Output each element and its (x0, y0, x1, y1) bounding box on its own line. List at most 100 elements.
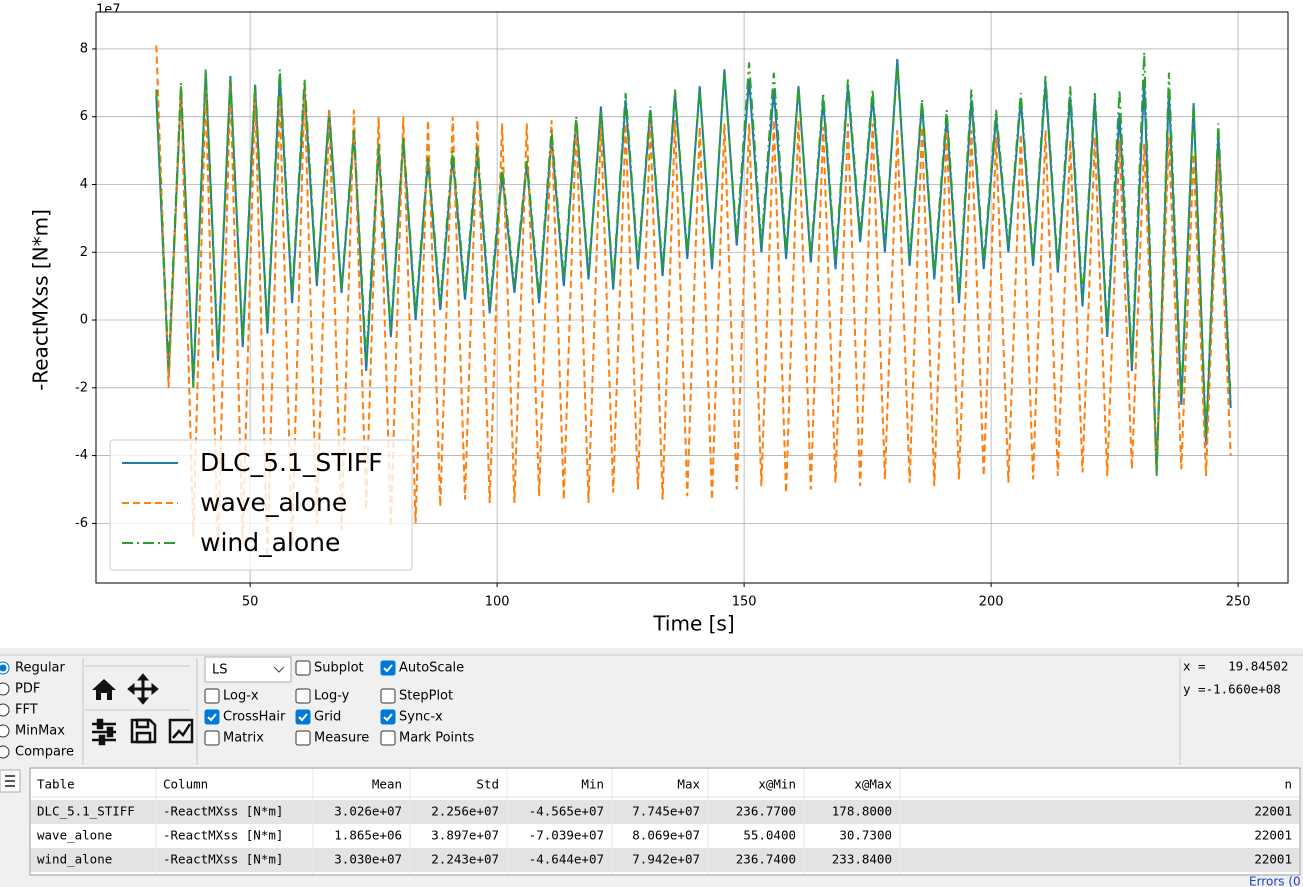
checkmark (383, 664, 393, 673)
x-tick-label: 50 (242, 595, 259, 610)
column-header: Max (677, 777, 700, 792)
checkbox-option[interactable]: StepPlot (380, 688, 453, 704)
home-button[interactable] (92, 679, 116, 700)
table-cell: 236.7700 (736, 804, 796, 819)
table-cell: -4.644e+07 (529, 852, 604, 867)
checkbox (295, 709, 311, 725)
checkbox-label: Grid (314, 710, 341, 725)
menu-button[interactable] (0, 769, 21, 793)
x-tick-label: 150 (732, 595, 757, 610)
legend-box (109, 439, 413, 571)
radio-label: PDF (15, 682, 40, 697)
checkbox (380, 688, 396, 704)
column-header: Column (163, 777, 208, 792)
table-cell: 178.8000 (832, 804, 892, 819)
x-tick-label: 100 (485, 595, 510, 610)
table-cell: -ReactMXss [N*m] (163, 852, 283, 867)
checkbox-option[interactable]: Mark Points (380, 730, 474, 746)
checkbox-option[interactable]: Log-y (295, 688, 350, 704)
checkbox-option[interactable]: Log-x (204, 688, 259, 704)
y-tick-label: 4 (80, 177, 88, 192)
column-header: x@Max (854, 777, 892, 792)
dropdown[interactable]: LS (204, 656, 292, 683)
legend-label: wave_alone (200, 488, 347, 517)
radio-label: Regular (15, 661, 66, 676)
chart-button[interactable] (168, 718, 194, 744)
y-tick-label: -6 (75, 516, 88, 531)
checkbox-label: AutoScale (399, 661, 464, 676)
table-cell: -ReactMXss [N*m] (163, 828, 283, 843)
y-tick-label: -4 (75, 448, 88, 463)
table-cell: 22001 (1254, 828, 1292, 843)
radio (0, 703, 10, 717)
column-header: x@Min (758, 777, 796, 792)
y-axis-label: -ReactMXss [N*m] (29, 209, 53, 391)
table-cell: 55.0400 (743, 828, 796, 843)
table-cell: 3.026e+07 (334, 804, 402, 819)
x-tick-label: 250 (1226, 595, 1251, 610)
radio-option[interactable]: PDF (0, 682, 40, 697)
checkbox-option[interactable]: Matrix (204, 730, 264, 746)
table-cell: 2.256e+07 (431, 804, 499, 819)
table-cell: wave_alone (37, 828, 112, 843)
legend-label: DLC_5.1_STIFF (200, 448, 383, 477)
checkbox (204, 709, 220, 725)
checkbox (295, 688, 311, 704)
table-cell: wind_alone (37, 852, 112, 867)
checkbox (295, 730, 311, 746)
checkbox-label: Measure (314, 731, 369, 746)
radio-option[interactable]: Compare (0, 745, 74, 760)
radio-dot (0, 664, 7, 672)
radio-option[interactable]: MinMax (0, 724, 65, 739)
checkmark (298, 713, 308, 722)
checkbox-option[interactable]: Grid (295, 709, 341, 725)
checkbox-label: CrossHair (223, 710, 286, 725)
radio-option[interactable]: Regular (0, 661, 66, 676)
table-cell: 3.030e+07 (334, 852, 402, 867)
x-axis-label: Time [s] (652, 612, 734, 636)
checkbox-option[interactable]: Subplot (295, 660, 364, 676)
row-highlight (31, 848, 1299, 872)
series-line (155, 45, 1232, 558)
checkbox-option[interactable]: AutoScale (380, 660, 464, 676)
status-text[interactable]: Errors (0 (1249, 875, 1301, 887)
table-cell: 8.069e+07 (632, 828, 700, 843)
table-cell: -4.565e+07 (529, 804, 604, 819)
checkbox-option[interactable]: Sync-x (380, 709, 443, 725)
axes-frame (95, 11, 1289, 584)
table-cell: 22001 (1254, 852, 1292, 867)
x-tick-label: 200 (979, 595, 1004, 610)
pan-button[interactable] (127, 673, 159, 705)
dropdown-value: LS (212, 663, 228, 678)
checkbox (380, 709, 396, 725)
cursor-x: x = 19.84502 (1183, 659, 1288, 674)
settings-button[interactable] (92, 718, 116, 746)
column-header: Min (581, 777, 604, 792)
checkbox (204, 730, 220, 746)
table-cell: 7.942e+07 (632, 852, 700, 867)
checkbox-label: Matrix (223, 731, 264, 746)
table-cell: 30.7300 (839, 828, 892, 843)
legend-label: wind_alone (200, 528, 340, 557)
table-cell: 233.8400 (832, 852, 892, 867)
save-button[interactable] (130, 718, 157, 744)
table-cell: 3.897e+07 (431, 828, 499, 843)
table-cell: 22001 (1254, 804, 1292, 819)
checkbox-label: Subplot (314, 661, 364, 676)
checkbox-label: Log-x (223, 689, 259, 704)
checkbox (204, 688, 220, 704)
y-tick-label: 0 (80, 313, 88, 328)
radio (0, 724, 10, 738)
checkbox-label: Sync-x (399, 710, 443, 725)
table-cell: -ReactMXss [N*m] (163, 804, 283, 819)
column-header: Std (476, 777, 499, 792)
checkmark (383, 713, 393, 722)
radio-option[interactable]: FFT (0, 703, 38, 718)
radio-label: Compare (15, 745, 74, 760)
checkbox-option[interactable]: Measure (295, 730, 369, 746)
checkmark (207, 713, 217, 722)
table-cell: 1.865e+06 (334, 828, 402, 843)
series-line (155, 52, 1232, 476)
checkbox-option[interactable]: CrossHair (204, 709, 286, 725)
